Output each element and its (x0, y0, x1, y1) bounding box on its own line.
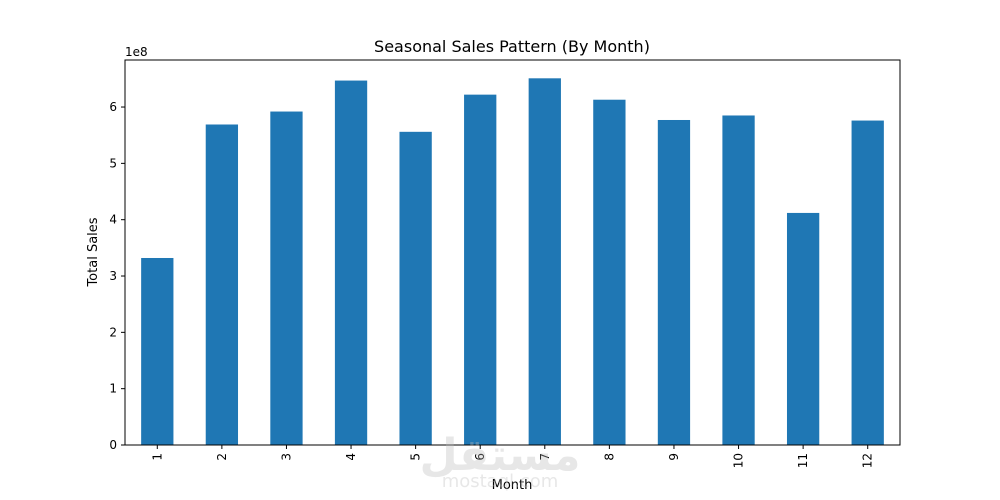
x-tick-label: 8 (602, 453, 616, 461)
x-tick-label: 5 (409, 453, 423, 461)
x-tick-label: 9 (667, 453, 681, 461)
watermark: مستقل mostaql.com (420, 430, 581, 492)
x-tick-label: 10 (732, 453, 746, 468)
x-tick-label: 7 (538, 453, 552, 461)
bar-month-3 (270, 111, 303, 446)
bar-month-9 (657, 119, 691, 446)
bar-month-8 (593, 99, 626, 445)
x-tick-label: 3 (279, 453, 293, 461)
x-tick-label: 1 (150, 453, 164, 461)
bar-month-11 (786, 212, 820, 445)
watermark-logo: مستقل (420, 430, 581, 481)
y-tick-label: 5 (109, 156, 117, 170)
x-axis-label: Month (492, 478, 533, 493)
x-tick-label: 4 (344, 453, 358, 461)
y-tick-label: 1 (109, 382, 117, 396)
x-tick-label: 2 (215, 453, 229, 461)
y-axis-scale-label: 1e8 (125, 45, 148, 59)
y-axis-label: Total Sales (86, 217, 101, 287)
y-tick-label: 4 (109, 213, 117, 227)
y-tick-label: 3 (109, 269, 117, 283)
y-axis-ticks: 0 1 2 3 4 5 6 (109, 100, 125, 452)
bar-month-4 (334, 80, 368, 445)
bar-month-10 (722, 115, 755, 445)
y-tick-label: 0 (109, 438, 117, 452)
bar-month-7 (528, 78, 561, 445)
y-tick-label: 6 (109, 100, 117, 114)
watermark-url: mostaql.com (442, 471, 559, 492)
bar-month-6 (464, 94, 497, 446)
bar-month-1 (141, 257, 174, 445)
y-tick-label: 2 (109, 325, 117, 339)
bars-group (141, 78, 884, 446)
x-tick-label: 6 (473, 453, 487, 461)
bar-month-2 (205, 124, 239, 446)
x-axis-ticks: 1 2 3 4 5 6 7 8 9 10 11 12 (150, 445, 875, 468)
x-tick-label: 12 (861, 453, 875, 468)
plot-frame (124, 59, 901, 446)
chart-title: Seasonal Sales Pattern (By Month) (374, 37, 650, 56)
bar-month-5 (399, 131, 432, 445)
x-tick-label: 11 (796, 453, 810, 468)
bar-month-12 (851, 120, 884, 445)
